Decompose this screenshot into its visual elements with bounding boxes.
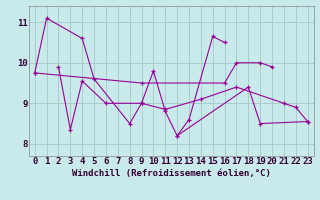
X-axis label: Windchill (Refroidissement éolien,°C): Windchill (Refroidissement éolien,°C)	[72, 169, 271, 178]
